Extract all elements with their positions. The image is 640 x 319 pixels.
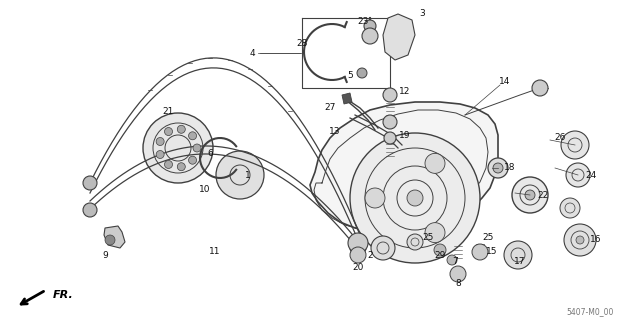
Circle shape bbox=[83, 203, 97, 217]
Circle shape bbox=[561, 131, 589, 159]
Text: 19: 19 bbox=[399, 131, 411, 140]
Circle shape bbox=[364, 20, 376, 32]
Circle shape bbox=[525, 190, 535, 200]
Circle shape bbox=[193, 144, 201, 152]
Text: 16: 16 bbox=[590, 235, 602, 244]
Circle shape bbox=[450, 266, 466, 282]
Circle shape bbox=[447, 255, 457, 265]
Circle shape bbox=[425, 153, 445, 173]
Circle shape bbox=[143, 113, 213, 183]
Text: 25: 25 bbox=[483, 234, 493, 242]
Circle shape bbox=[156, 137, 164, 145]
Circle shape bbox=[371, 236, 395, 260]
Circle shape bbox=[532, 80, 548, 96]
Text: 3: 3 bbox=[419, 10, 425, 19]
Circle shape bbox=[434, 244, 446, 256]
Circle shape bbox=[576, 236, 584, 244]
Text: FR.: FR. bbox=[53, 290, 74, 300]
Circle shape bbox=[504, 241, 532, 269]
Circle shape bbox=[177, 163, 186, 171]
Text: 21: 21 bbox=[163, 108, 173, 116]
Circle shape bbox=[407, 190, 423, 206]
Circle shape bbox=[350, 133, 480, 263]
Text: 29: 29 bbox=[435, 250, 445, 259]
Circle shape bbox=[365, 188, 385, 208]
Text: 2: 2 bbox=[367, 250, 373, 259]
Circle shape bbox=[350, 240, 366, 256]
Circle shape bbox=[362, 28, 378, 44]
Text: 15: 15 bbox=[486, 248, 498, 256]
Text: 9: 9 bbox=[102, 251, 108, 261]
Text: 28: 28 bbox=[296, 39, 308, 48]
Text: 4: 4 bbox=[249, 48, 255, 57]
Text: 1: 1 bbox=[245, 170, 251, 180]
Text: 13: 13 bbox=[329, 128, 340, 137]
Text: 11: 11 bbox=[209, 248, 221, 256]
Text: 18: 18 bbox=[504, 164, 516, 173]
Text: 5407-M0_00: 5407-M0_00 bbox=[566, 308, 614, 316]
Circle shape bbox=[164, 128, 173, 136]
Text: 8: 8 bbox=[455, 279, 461, 288]
Circle shape bbox=[348, 233, 368, 253]
Text: 27: 27 bbox=[324, 102, 336, 112]
Circle shape bbox=[83, 176, 97, 190]
Circle shape bbox=[357, 68, 367, 78]
Text: 7: 7 bbox=[452, 257, 458, 266]
Polygon shape bbox=[383, 14, 415, 60]
Text: 26: 26 bbox=[554, 133, 566, 143]
Circle shape bbox=[189, 132, 196, 140]
Text: 24: 24 bbox=[586, 170, 596, 180]
Polygon shape bbox=[104, 226, 125, 248]
Polygon shape bbox=[342, 93, 352, 104]
Circle shape bbox=[383, 88, 397, 102]
Circle shape bbox=[472, 244, 488, 260]
Text: 25: 25 bbox=[422, 234, 434, 242]
Circle shape bbox=[216, 151, 264, 199]
Circle shape bbox=[383, 115, 397, 129]
Text: 22: 22 bbox=[538, 190, 548, 199]
Text: 5: 5 bbox=[347, 70, 353, 79]
Circle shape bbox=[156, 151, 164, 159]
Circle shape bbox=[105, 235, 115, 245]
Circle shape bbox=[407, 234, 423, 250]
Circle shape bbox=[164, 160, 173, 168]
Text: 12: 12 bbox=[399, 87, 411, 97]
Text: 23: 23 bbox=[357, 18, 369, 26]
Circle shape bbox=[350, 247, 366, 263]
Circle shape bbox=[384, 132, 396, 144]
Circle shape bbox=[425, 223, 445, 243]
Text: 6: 6 bbox=[207, 149, 213, 158]
Circle shape bbox=[177, 125, 186, 133]
Circle shape bbox=[566, 163, 590, 187]
Text: 10: 10 bbox=[199, 186, 211, 195]
Text: 17: 17 bbox=[515, 257, 525, 266]
Circle shape bbox=[560, 198, 580, 218]
Polygon shape bbox=[310, 102, 498, 233]
Text: 14: 14 bbox=[499, 78, 511, 86]
Circle shape bbox=[493, 163, 503, 173]
Circle shape bbox=[488, 158, 508, 178]
Text: 20: 20 bbox=[352, 263, 364, 272]
Circle shape bbox=[189, 156, 196, 164]
Circle shape bbox=[512, 177, 548, 213]
Circle shape bbox=[564, 224, 596, 256]
